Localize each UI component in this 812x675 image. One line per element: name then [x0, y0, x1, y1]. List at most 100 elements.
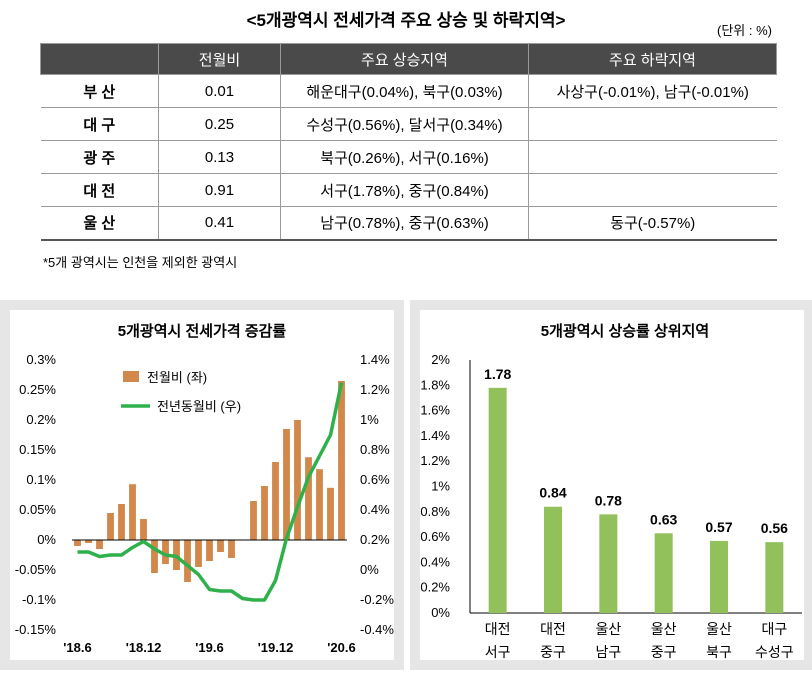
cell-down: 동구(-0.57%): [528, 206, 777, 241]
left-axis-tick: 0.15%: [19, 442, 56, 457]
mom-bar: [294, 420, 301, 540]
mom-bar: [151, 540, 158, 573]
table-body: 부 산 0.01 해운대구(0.04%), 북구(0.03%) 사상구(-0.01%)…: [40, 74, 777, 241]
bar-value-label: 0.63: [650, 511, 677, 527]
cell-mom: 0.41: [158, 206, 281, 241]
unit-label: (단위 : %): [717, 23, 772, 38]
category-label-district: 중구: [651, 644, 677, 660]
bar-value-label: 1.78: [484, 366, 511, 382]
top-regions-chart: 5개광역시 상승률 상위지역 2% 1.8% 1.6% 1.4% 1.2% 1% 0.8% 0.…: [420, 310, 804, 660]
table-row: 부 산 0.01 해운대구(0.04%), 북구(0.03%) 사상구(-0.01%)…: [40, 74, 777, 108]
mom-bar: [195, 540, 202, 567]
top-region-bar: [599, 514, 618, 613]
mom-bar: [327, 487, 334, 540]
category-label-city: 대구: [761, 621, 787, 637]
left-axis-tick: 0.2%: [26, 412, 56, 427]
mom-bar: [305, 457, 312, 540]
mom-bar: [217, 540, 224, 552]
y-axis-tick: 0%: [431, 605, 450, 620]
cell-mom: 0.13: [158, 140, 281, 174]
cell-down: [528, 173, 777, 207]
chart-title: 5개광역시 상승률 상위지역: [541, 322, 709, 340]
top-region-bar: [710, 540, 728, 613]
category-label-district: 중구: [540, 644, 566, 660]
left-axis-tick: 0.1%: [26, 472, 56, 487]
header-cell-mom: 전월비: [158, 43, 281, 75]
cell-up: 수성구(0.56%), 달서구(0.34%): [280, 107, 529, 141]
mom-bar: [250, 501, 257, 540]
right-axis-tick: 1.4%: [360, 352, 390, 367]
cell-city: 부 산: [40, 74, 159, 108]
cell-city: 울 산: [40, 206, 159, 241]
y-axis-tick: 2%: [431, 352, 450, 367]
left-axis-tick: 0.25%: [19, 382, 56, 397]
y-axis-tick: 1.2%: [420, 453, 450, 468]
left-chart-panel: 5개광역시 전세가격 증감률 0.3% 0.25% 0.2% 0.15% 0.1% 0.05…: [0, 300, 404, 670]
table-header-row: 전월비 주요 상승지역 주요 하락지역: [40, 43, 777, 75]
cell-up: 서구(1.78%), 중구(0.84%): [280, 173, 529, 207]
x-axis-tick: '19.6: [195, 640, 223, 655]
mom-bar: [85, 540, 92, 543]
cell-up: 해운대구(0.04%), 북구(0.03%): [280, 74, 529, 108]
cell-city: 대 구: [40, 107, 159, 141]
header-cell-up: 주요 상승지역: [280, 43, 529, 75]
right-axis-tick: 0.6%: [360, 472, 390, 487]
mom-yoy-chart: 5개광역시 전세가격 증감률 0.3% 0.25% 0.2% 0.15% 0.1% 0.05…: [10, 310, 394, 660]
right-axis-tick: 0%: [360, 562, 379, 577]
page-title: <5개광역시 전세가격 주요 상승 및 하락지역>: [246, 11, 566, 30]
right-chart-panel: 5개광역시 상승률 상위지역 2% 1.8% 1.6% 1.4% 1.2% 1% 0.8% 0.…: [410, 300, 812, 670]
right-axis-tick: -0.4%: [360, 622, 394, 637]
bar-value-label: 0.57: [705, 519, 732, 535]
left-axis-tick: 0%: [37, 532, 56, 547]
cell-down: 사상구(-0.01%), 남구(-0.01%): [528, 74, 777, 108]
mom-bar: [283, 429, 290, 540]
mom-bar: [184, 540, 191, 582]
y-axis-tick: 1.8%: [420, 377, 450, 392]
category-label-district: 북구: [706, 644, 732, 660]
mom-bar: [338, 381, 345, 540]
cell-mom: 0.91: [158, 173, 281, 207]
mom-bar: [96, 540, 103, 549]
category-label-city: 대전: [540, 621, 566, 637]
category-label-city: 울산: [651, 621, 677, 637]
mom-bar: [107, 513, 114, 540]
table-row: 대 구 0.25 수성구(0.56%), 달서구(0.34%): [40, 107, 777, 141]
cell-city: 광 주: [40, 140, 159, 174]
footnote: *5개 광역시는 인천을 제외한 광역시: [43, 255, 238, 270]
category-label-district: 서구: [485, 644, 511, 660]
y-axis-tick: 0.8%: [420, 504, 450, 519]
left-axis-tick: 0.3%: [26, 352, 56, 367]
category-label-district: 남구: [595, 644, 621, 660]
mom-bar: [129, 484, 136, 540]
category-label-city: 울산: [706, 621, 732, 637]
left-axis-tick: -0.05%: [15, 562, 57, 577]
right-axis-tick: -0.2%: [360, 592, 394, 607]
mom-bar: [74, 540, 81, 546]
mom-bar: [162, 540, 169, 564]
header-cell-blank: [40, 43, 159, 75]
category-label-city: 대전: [485, 621, 511, 637]
yoy-line: [77, 382, 344, 602]
right-axis-tick: 1%: [360, 412, 379, 427]
table-row: 울 산 0.41 남구(0.78%), 중구(0.63%) 동구(-0.57%): [40, 206, 777, 241]
left-axis-tick: -0.15%: [15, 622, 57, 637]
top-region-bar: [488, 387, 507, 613]
top-region-bar: [544, 506, 562, 613]
y-axis-tick: 0.4%: [420, 554, 450, 569]
top-region-bar: [654, 533, 673, 613]
cell-mom: 0.25: [158, 107, 281, 141]
bar-value-label: 0.84: [539, 485, 566, 501]
y-axis-tick: 0.2%: [420, 580, 450, 595]
cell-up: 남구(0.78%), 중구(0.63%): [280, 206, 529, 241]
header-cell-down: 주요 하락지역: [528, 43, 777, 75]
y-axis-tick: 1.6%: [420, 403, 450, 418]
right-axis-tick: 0.2%: [360, 532, 390, 547]
mom-bar: [261, 486, 268, 540]
top-region-bar: [765, 542, 784, 613]
legend-swatch-bar: [123, 371, 139, 382]
x-axis-tick: '20.6: [327, 640, 355, 655]
right-axis-tick: 0.4%: [360, 502, 390, 517]
mom-bar: [206, 540, 213, 561]
summary-table: 전월비 주요 상승지역 주요 하락지역 부 산 0.01 해운대구(0.04%), …: [40, 43, 777, 241]
cell-up: 북구(0.26%), 서구(0.16%): [280, 140, 529, 174]
